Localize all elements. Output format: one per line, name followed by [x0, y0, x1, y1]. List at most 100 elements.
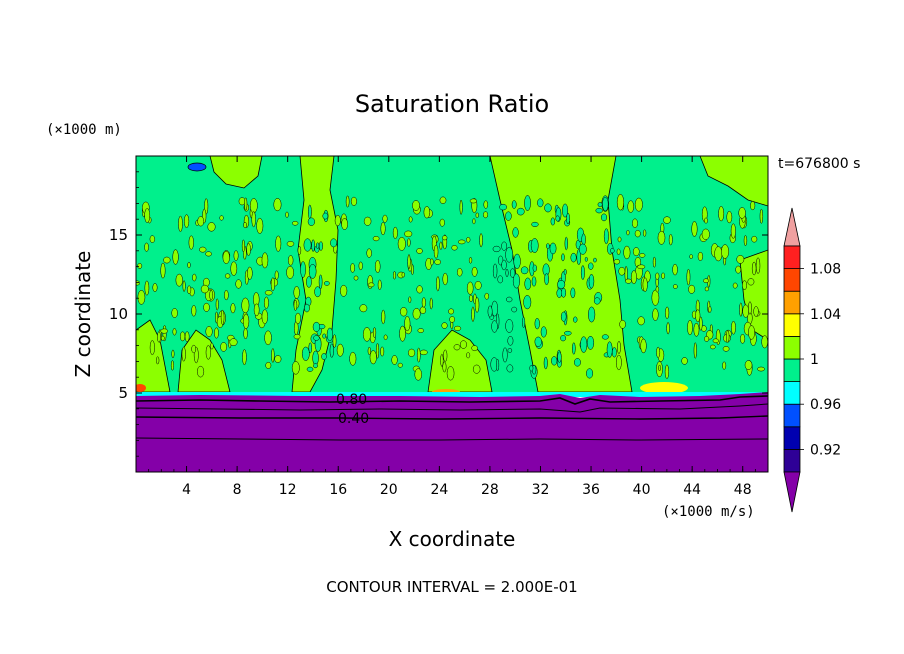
cloud-speckle — [246, 243, 251, 256]
cloud-speckle — [322, 333, 326, 339]
cloud-speckle — [314, 286, 321, 298]
cloud-speckle — [530, 238, 539, 253]
cloud-speckle — [689, 254, 693, 259]
cloud-speckle — [742, 280, 747, 291]
cloud-speckle — [687, 320, 693, 336]
cloud-speckle — [557, 280, 566, 289]
cloud-speckle — [663, 216, 671, 224]
cloud-speckle — [505, 319, 514, 333]
cloud-speckle — [469, 294, 473, 303]
cloud-speckle — [732, 282, 738, 289]
cloud-speckle — [243, 221, 247, 229]
cloud-speckle — [623, 245, 631, 260]
cloud-speckle — [149, 340, 155, 356]
colorbar-swatch — [783, 403, 801, 428]
cloud-speckle — [537, 198, 544, 208]
cloud-speckle — [446, 366, 455, 381]
x-tick-label: 36 — [582, 482, 600, 498]
cloud-speckle — [448, 308, 455, 315]
contour-line-0.20 — [136, 437, 768, 441]
cloud-speckle — [549, 242, 557, 255]
cloud-speckle — [172, 249, 179, 265]
cloud-speckle — [562, 203, 569, 218]
cloud-speckle — [137, 263, 143, 269]
cloud-speckle — [722, 361, 727, 370]
x-tick-label: 16 — [329, 482, 347, 498]
cloud-speckle — [673, 284, 678, 289]
cloud-speckle — [209, 290, 214, 301]
cloud-speckle — [247, 266, 253, 280]
cloud-speckle — [199, 246, 207, 253]
cloud-speckle — [366, 248, 372, 258]
cloud-speckle — [149, 235, 156, 243]
cloud-speckle — [241, 239, 245, 253]
cloud-speckle — [501, 241, 508, 251]
cloud-speckle — [205, 251, 212, 257]
cloud-speckle — [293, 286, 300, 299]
cloud-speckle — [332, 334, 337, 348]
cloud-speckle — [417, 328, 425, 333]
cloud-speckle — [753, 306, 759, 317]
contour-line-0.80 — [136, 395, 768, 405]
cloud-speckle — [322, 212, 329, 220]
colorbar: 0.92 0.96 1 1.04 1.08 — [783, 207, 841, 513]
cloud-speckle — [160, 335, 165, 341]
cloud-speckle — [652, 308, 659, 321]
cloud-speckle — [442, 272, 448, 286]
cloud-speckle — [400, 307, 408, 317]
cloud-speckle — [466, 236, 471, 243]
cloud-speckle — [457, 239, 466, 245]
cloud-speckle — [297, 246, 302, 255]
cloud-speckle — [253, 303, 260, 317]
cloud-speckle — [627, 200, 635, 213]
cloud-speckle — [215, 298, 219, 311]
cloud-speckle — [640, 338, 647, 354]
cloud-speckle — [566, 212, 570, 225]
cloud-speckle — [391, 355, 398, 365]
contour-line-0.40 — [136, 415, 768, 420]
cloud-speckle — [230, 261, 238, 276]
cloud-speckle — [643, 229, 647, 237]
cloud-speckle — [611, 347, 617, 358]
cloud-speckle — [736, 255, 745, 264]
cloud-speckle — [672, 263, 678, 276]
cloud-speckle — [197, 216, 205, 227]
cloud-speckle — [618, 267, 626, 276]
cloud-speckle — [751, 235, 758, 243]
cloud-speckle — [439, 241, 443, 250]
cloud-speckle — [516, 207, 525, 216]
cloud-speckle — [350, 263, 356, 273]
cloud-speckle — [564, 330, 572, 336]
cloud-speckle — [588, 306, 596, 323]
cloud-speckle — [471, 306, 475, 322]
cloud-speckle — [313, 363, 318, 369]
cloud-speckle — [506, 364, 514, 373]
cloud-speckle — [261, 252, 269, 269]
cloud-speckle — [588, 274, 595, 289]
cloud-speckle — [306, 366, 314, 372]
cloud-speckle — [408, 216, 413, 223]
cloud-speckle — [471, 345, 478, 352]
cloud-speckle — [468, 257, 473, 264]
cloud-speckle — [187, 261, 191, 269]
cloud-speckle — [372, 327, 377, 338]
cloud-speckle — [270, 277, 275, 292]
cloud-speckle — [531, 276, 537, 287]
cloud-speckle — [144, 280, 150, 296]
cloud-speckle — [540, 326, 547, 338]
saturated-patch-top-left — [209, 156, 263, 189]
cloud-speckle — [197, 365, 205, 378]
cloud-speckle — [630, 270, 637, 285]
cloud-speckle — [397, 236, 406, 251]
cloud-speckle — [414, 368, 423, 381]
cloud-speckle — [423, 206, 431, 219]
cloud-speckle — [483, 200, 489, 209]
cloud-speckle — [275, 235, 282, 252]
cloud-speckle — [224, 273, 231, 279]
cloud-speckle — [704, 217, 708, 224]
cloud-speckle — [616, 194, 625, 211]
cloud-speckle — [693, 342, 697, 359]
x-tick-label: 48 — [734, 482, 752, 498]
colorbar-label: 1.08 — [810, 262, 841, 278]
cloud-speckle — [466, 281, 474, 295]
